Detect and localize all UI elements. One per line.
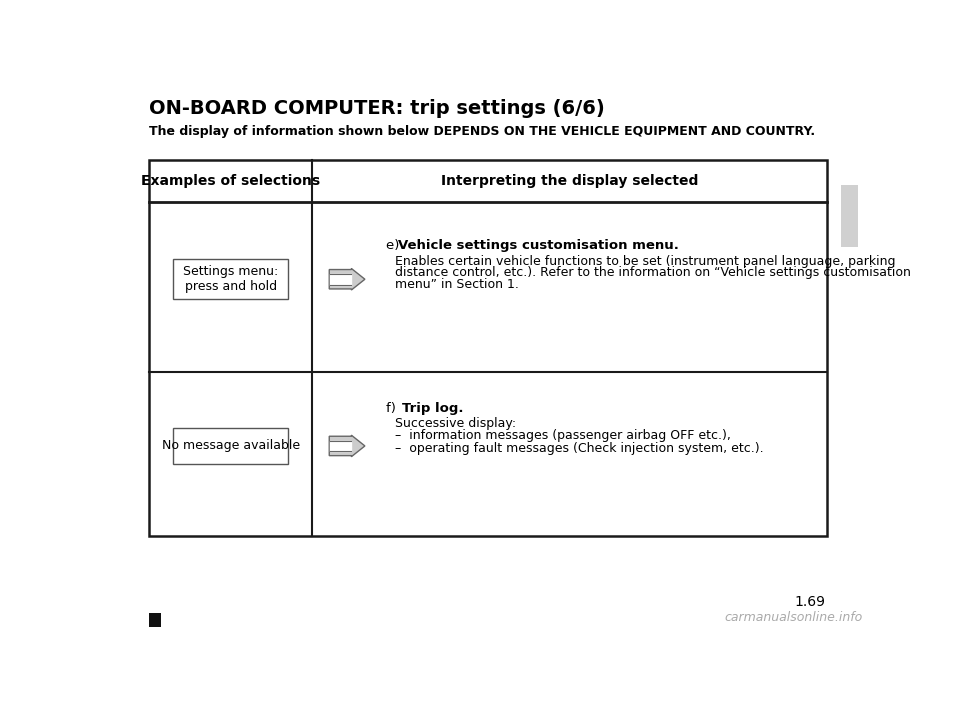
Bar: [150, 160, 827, 535]
Text: menu” in Section 1.: menu” in Section 1.: [396, 278, 519, 290]
Polygon shape: [329, 268, 365, 290]
Bar: [150, 613, 161, 627]
Bar: [174, 428, 288, 464]
Text: Settings menu:
press and hold: Settings menu: press and hold: [183, 266, 278, 293]
Text: –  operating fault messages (Check injection system, etc.).: – operating fault messages (Check inject…: [396, 442, 764, 454]
Text: Interpreting the display selected: Interpreting the display selected: [441, 174, 698, 188]
Text: Successive display:: Successive display:: [396, 417, 516, 430]
Text: Examples of selections: Examples of selections: [141, 174, 321, 188]
Text: carmanualsonline.info: carmanualsonline.info: [724, 611, 862, 624]
Text: No message available: No message available: [162, 439, 300, 452]
Polygon shape: [329, 435, 365, 457]
Text: f): f): [386, 403, 404, 415]
Text: 1.69: 1.69: [794, 595, 826, 609]
Text: ON-BOARD COMPUTER: trip settings (6/6): ON-BOARD COMPUTER: trip settings (6/6): [150, 99, 605, 118]
Bar: [174, 259, 288, 299]
Bar: [841, 185, 858, 247]
Text: The display of information shown below DEPENDS ON THE VEHICLE EQUIPMENT AND COUN: The display of information shown below D…: [150, 125, 816, 138]
Text: –  information messages (passenger airbag OFF etc.),: – information messages (passenger airbag…: [396, 430, 731, 442]
Text: e): e): [386, 239, 403, 252]
Text: Vehicle settings customisation menu.: Vehicle settings customisation menu.: [397, 239, 679, 252]
Text: Trip log.: Trip log.: [402, 403, 464, 415]
Text: Enables certain vehicle functions to be set (instrument panel language, parking: Enables certain vehicle functions to be …: [396, 255, 896, 268]
Text: distance control, etc.). Refer to the information on “Vehicle settings customisa: distance control, etc.). Refer to the in…: [396, 266, 911, 279]
